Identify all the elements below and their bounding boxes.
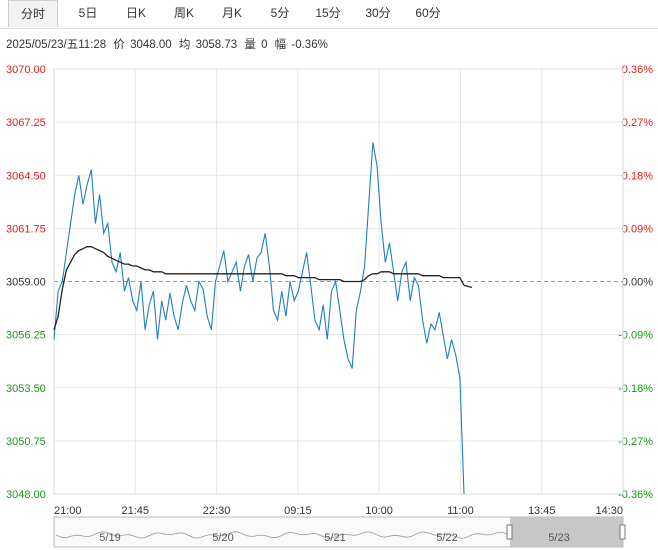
- avg-line: [53, 246, 465, 330]
- pct-tick-label: 0.00%: [622, 277, 653, 289]
- y-tick-label: 3067.25: [6, 117, 46, 129]
- info-price-label: 价: [113, 39, 125, 51]
- tab-0[interactable]: 分时: [8, 0, 58, 27]
- tab-8[interactable]: 60分: [415, 6, 441, 20]
- period-tabs: 分时 5日 日K 周K 月K 5分 15分 30分 60分: [0, 0, 658, 29]
- navigator-date-label: 5/23: [548, 532, 569, 544]
- navigator-date-label: 5/22: [436, 532, 457, 544]
- y-tick-label: 3050.75: [6, 436, 46, 448]
- x-tick-label: 11:00: [447, 505, 474, 517]
- pct-tick-label: -0.36%: [618, 489, 653, 501]
- y-tick-label: 3059.00: [6, 277, 46, 289]
- x-tick-label: 13:45: [528, 505, 556, 517]
- navigator-date-label: 5/20: [212, 532, 233, 544]
- info-datetime: 2025/05/23/五11:28: [6, 39, 107, 51]
- tab-5[interactable]: 5分: [270, 6, 290, 20]
- navigator-selection[interactable]: [510, 517, 623, 547]
- navigator-handle-right[interactable]: [619, 524, 626, 540]
- navigator-date-label: 5/19: [99, 532, 120, 544]
- navigator-handle-left[interactable]: [506, 524, 513, 540]
- tab-4[interactable]: 月K: [221, 6, 242, 20]
- tab-2[interactable]: 日K: [125, 6, 146, 20]
- pct-tick-label: 0.36%: [622, 64, 653, 76]
- tab-3[interactable]: 周K: [173, 6, 194, 20]
- avg-line-tail: [463, 284, 473, 288]
- pct-tick-label: 0.27%: [622, 117, 653, 129]
- x-tick-label: 21:45: [122, 505, 150, 517]
- navigator-line: [55, 531, 511, 539]
- pct-tick-label: 0.18%: [622, 170, 653, 182]
- quote-info-bar: 2025/05/23/五11:28 价 3048.00 均 3058.73 量 …: [6, 36, 328, 52]
- info-chg: -0.36%: [291, 39, 328, 51]
- pct-tick-label: -0.27%: [618, 436, 653, 448]
- x-tick-label: 09:15: [284, 505, 312, 517]
- info-price: 3048.00: [130, 39, 172, 51]
- x-tick-label: 22:30: [203, 505, 231, 517]
- y-tick-label: 3053.50: [6, 383, 46, 395]
- pct-tick-label: -0.09%: [618, 330, 653, 342]
- tab-7[interactable]: 30分: [365, 6, 391, 20]
- tab-1[interactable]: 5日: [78, 6, 98, 20]
- info-avg: 3058.73: [195, 39, 238, 51]
- y-tick-label: 3056.25: [6, 330, 46, 342]
- info-vol: 0: [261, 39, 268, 51]
- info-chg-label: 幅: [274, 39, 287, 51]
- navigator-date-label: 5/21: [324, 532, 345, 544]
- y-tick-label: 3064.50: [6, 170, 46, 182]
- info-avg-label: 均: [178, 39, 191, 51]
- info-vol-label: 量: [244, 39, 256, 51]
- pct-tick-label: -0.18%: [618, 383, 653, 395]
- tab-6[interactable]: 15分: [315, 6, 341, 20]
- x-tick-label: 14:30: [595, 505, 623, 517]
- x-tick-label: 21:00: [54, 505, 82, 517]
- x-tick-label: 10:00: [365, 505, 393, 517]
- y-tick-label: 3048.00: [6, 489, 46, 501]
- y-tick-label: 3070.00: [6, 64, 46, 76]
- pct-tick-label: 0.09%: [622, 223, 653, 235]
- plot-border: [53, 68, 624, 495]
- price-line: [53, 142, 465, 495]
- y-tick-label: 3061.75: [6, 223, 46, 235]
